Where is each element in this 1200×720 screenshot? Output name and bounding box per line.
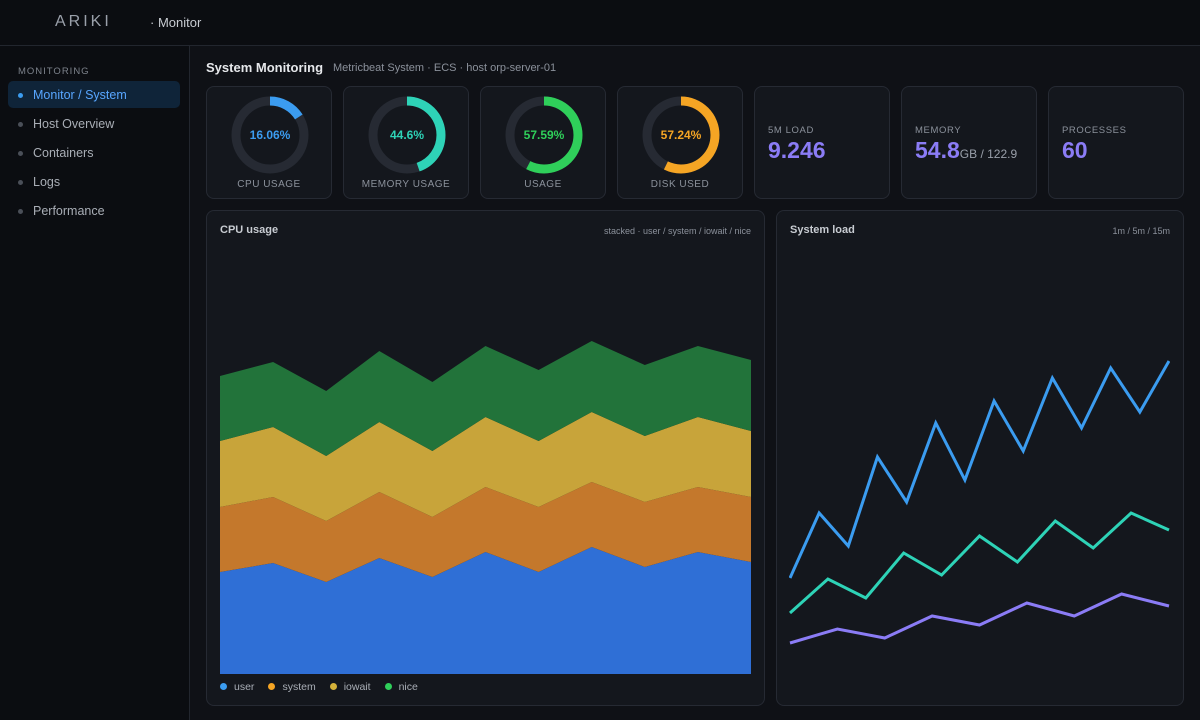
legend-item: nice	[384, 681, 418, 693]
gauge: 57.59%	[505, 96, 583, 174]
nav-label: Performance	[33, 204, 105, 218]
legend-dot	[268, 683, 276, 690]
gauge-card: 57.24% DISK USED	[617, 86, 743, 199]
chart-subtitle: stacked · user / system / iowait / nice	[603, 226, 751, 236]
gauge-arc	[505, 96, 583, 174]
nav-item[interactable]: Containers	[8, 139, 180, 166]
gauge-card: 44.6% MEMORY USAGE	[343, 86, 469, 199]
area-series	[220, 412, 751, 521]
area-series	[220, 482, 751, 582]
stat-label: MEMORY	[915, 125, 962, 136]
gauge-arc	[368, 96, 446, 174]
stat-card: MEMORY 54.8GB / 122.9	[901, 86, 1037, 199]
stat-label: 5M LOAD	[768, 125, 814, 136]
legend-item: system	[268, 681, 316, 693]
nav-dot	[18, 180, 23, 185]
legend-label: nice	[398, 681, 418, 693]
nav-item[interactable]: Host Overview	[8, 110, 180, 137]
chart-title: System load	[790, 224, 855, 236]
gauge: 44.6%	[368, 96, 446, 174]
legend: user system iowait nice	[220, 681, 418, 693]
line-chart	[789, 360, 1170, 645]
gauge-value: 16.06%	[250, 128, 291, 142]
load-line	[789, 360, 1170, 579]
stat-number: 60	[1062, 137, 1088, 163]
nav-label: Containers	[33, 146, 94, 160]
page-title: System Monitoring	[206, 60, 324, 75]
nav-label: Monitor / System	[33, 88, 127, 102]
gauge: 16.06%	[231, 96, 309, 174]
page-subtitle: Metricbeat System · ECS · host orp-serve…	[333, 62, 557, 74]
gauge-label: CPU USAGE	[237, 179, 301, 190]
stat-number: 9.246	[768, 137, 826, 163]
nav-dot	[18, 122, 23, 127]
area-series	[220, 547, 751, 674]
legend-item: user	[220, 681, 254, 693]
chart-subtitle: 1m / 5m / 15m	[1112, 226, 1170, 236]
gauge-card: 16.06% CPU USAGE	[206, 86, 332, 199]
stat-value: 9.246	[768, 137, 826, 164]
nav-label: Logs	[33, 175, 61, 189]
gauge-arc	[231, 96, 309, 174]
stat-suffix: GB / 122.9	[959, 147, 1018, 161]
logo: ARIKI	[55, 13, 112, 30]
legend-item: iowait	[329, 681, 371, 693]
legend-dot	[384, 683, 392, 690]
legend-dot	[329, 683, 337, 690]
stat-card: PROCESSES 60	[1048, 86, 1184, 199]
legend-label: user	[234, 681, 255, 693]
top-bar: ARIKI · Monitor	[0, 0, 1200, 46]
stat-value: 54.8GB / 122.9	[915, 137, 1017, 164]
gauge-value: 57.24%	[661, 128, 702, 142]
nav-item[interactable]: Logs	[8, 168, 180, 195]
legend-dot	[220, 683, 227, 690]
load-line	[789, 592, 1170, 645]
nav-item[interactable]: Monitor / System	[8, 81, 180, 108]
sidebar-heading: MONITORING	[18, 66, 90, 77]
section-title: · Monitor	[150, 15, 202, 30]
sidebar: MONITORING Monitor / System Host Overview…	[0, 46, 190, 720]
stat-card: 5M LOAD 9.246	[754, 86, 890, 199]
area-chart	[220, 341, 751, 674]
stat-number: 54.8	[915, 137, 960, 163]
nav-dot	[18, 209, 23, 214]
nav-dot	[18, 93, 23, 98]
area-series	[220, 341, 751, 456]
gauge: 57.24%	[642, 96, 720, 174]
nav-item[interactable]: Performance	[8, 197, 180, 224]
gauge-label: DISK USED	[650, 179, 710, 190]
gauge-label: USAGE	[524, 179, 562, 190]
load-line	[789, 511, 1170, 615]
stat-value: 60	[1062, 137, 1088, 164]
gauge-arc	[642, 96, 720, 174]
nav-label: Host Overview	[33, 117, 115, 131]
nav-dot	[18, 151, 23, 156]
gauge-value: 44.6%	[390, 128, 424, 142]
chart-title: CPU usage	[220, 224, 279, 236]
legend-label: system	[282, 681, 316, 693]
stat-label: PROCESSES	[1062, 125, 1127, 136]
gauge-value: 57.59%	[524, 128, 565, 142]
legend-label: iowait	[343, 681, 371, 693]
gauge-label: MEMORY USAGE	[361, 179, 451, 190]
gauge-card: 57.59% USAGE	[480, 86, 606, 199]
